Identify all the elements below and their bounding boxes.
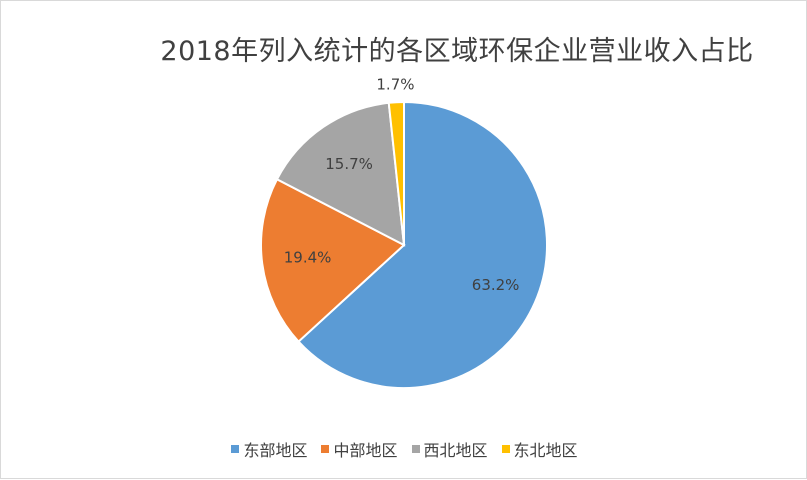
legend-swatch-northwest <box>411 445 420 453</box>
legend-label-northeast: 东北地区 <box>513 441 578 460</box>
pie-labels: 63.2% 19.4% 15.7% 1.7% <box>284 76 520 294</box>
chart-title: 2018年列入统计的各区域环保企业营业收入占比 <box>160 36 754 67</box>
pie-slice-east <box>297 100 548 389</box>
data-label-northeast: 1.7% <box>376 76 414 94</box>
legend-swatch-northeast <box>501 445 510 453</box>
legend-item-northeast: 东北地区 <box>501 437 578 461</box>
legend-swatch-east <box>231 445 240 453</box>
data-label-central: 19.4% <box>284 248 332 266</box>
data-label-east: 63.2% <box>472 276 520 294</box>
legend: 东部地区 中部地区 西北地区 东北地区 <box>1 437 807 461</box>
legend-swatch-central <box>321 445 330 453</box>
legend-label-east: 东部地区 <box>243 441 308 460</box>
pie-slices <box>260 100 548 389</box>
legend-item-east: 东部地区 <box>231 437 307 461</box>
legend-label-central: 中部地区 <box>333 441 398 460</box>
data-label-northwest: 15.7% <box>325 155 373 173</box>
pie-slice-northwest <box>275 101 406 247</box>
legend-item-central: 中部地区 <box>321 437 398 461</box>
pie-slice-northeast <box>387 100 405 246</box>
legend-label-northwest: 西北地区 <box>423 441 488 460</box>
pie-slice-central <box>260 177 406 343</box>
legend-item-northwest: 西北地区 <box>411 437 488 461</box>
